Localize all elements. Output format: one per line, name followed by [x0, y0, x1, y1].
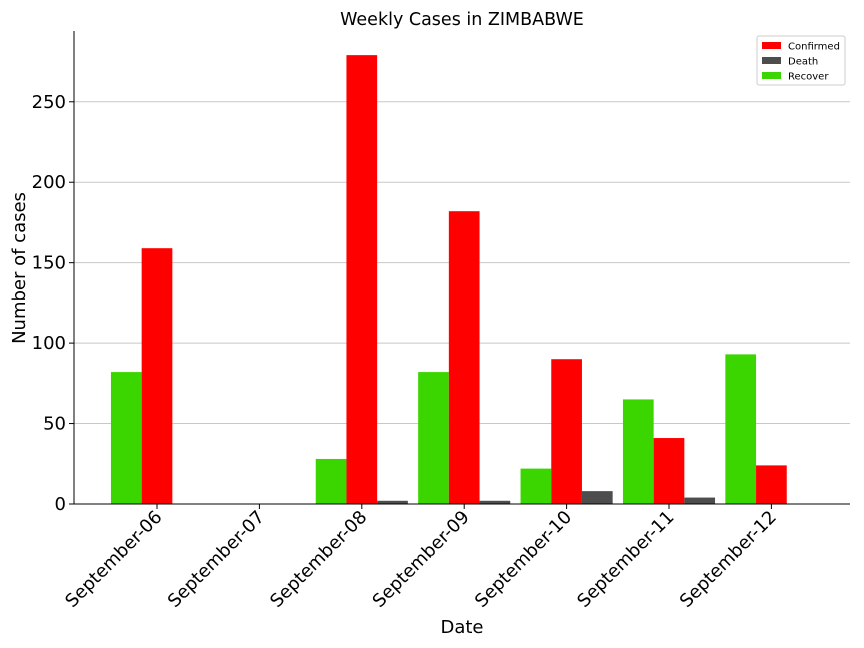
- y-tick-label: 50: [43, 414, 66, 435]
- x-tick-label: September-07: [164, 507, 269, 612]
- bar-recover: [418, 372, 449, 504]
- bar-confirmed: [346, 55, 378, 504]
- bar-death: [479, 500, 511, 504]
- x-ticks: September-06September-07September-08Sept…: [61, 504, 781, 612]
- x-tick-label: September-06: [61, 507, 166, 612]
- bar-confirmed: [141, 248, 173, 504]
- x-tick-label: September-08: [266, 507, 371, 612]
- legend-label-recover: Recover: [788, 72, 829, 83]
- y-ticks: 0 50 100 150 200 250: [32, 92, 74, 515]
- y-tick-label: 0: [55, 494, 66, 515]
- y-tick-label: 250: [32, 92, 66, 113]
- bars: [110, 55, 787, 504]
- legend-label-confirmed: Confirmed: [788, 42, 840, 53]
- bar-recover: [725, 354, 757, 504]
- legend-swatch-confirmed: [762, 42, 781, 49]
- bar-confirmed: [653, 438, 685, 504]
- bar-confirmed: [756, 465, 787, 504]
- x-tick-label: September-12: [676, 507, 781, 612]
- bar-recover: [622, 399, 654, 504]
- bar-recover: [110, 372, 142, 504]
- x-tick-label: September-11: [573, 507, 678, 612]
- x-tick-label: September-10: [471, 507, 576, 612]
- x-tick-label: September-09: [369, 507, 474, 612]
- legend: Confirmed Death Recover: [756, 35, 846, 86]
- y-tick-label: 150: [32, 253, 66, 274]
- bar-recover: [520, 468, 552, 504]
- x-axis-title: Date: [440, 617, 483, 638]
- y-tick-label: 200: [32, 172, 66, 193]
- bar-death: [684, 497, 716, 504]
- chart-title: Weekly Cases in ZIMBABWE: [340, 10, 584, 30]
- axes: [73, 31, 850, 505]
- bar-death: [377, 500, 408, 504]
- y-axis-title: Number of cases: [9, 192, 30, 344]
- legend-swatch-recover: [762, 72, 781, 79]
- legend-label-death: Death: [788, 57, 818, 68]
- bar-death: [581, 491, 613, 504]
- legend-swatch-death: [762, 57, 781, 64]
- y-tick-label: 100: [32, 333, 66, 354]
- bar-confirmed: [551, 359, 582, 504]
- bar-confirmed: [448, 211, 480, 504]
- bar-recover: [315, 458, 347, 504]
